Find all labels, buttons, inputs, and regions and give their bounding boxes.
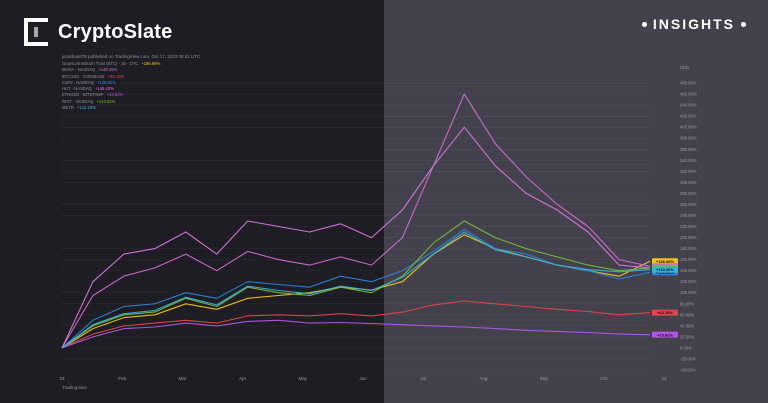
svg-text:+64.15%: +64.15%: [657, 310, 673, 315]
legend-entry: COIN · NASDAQ +136.96%: [62, 80, 160, 86]
legend-entry-value: +23.62%: [106, 92, 124, 98]
x-tick-label: Sep: [540, 376, 549, 381]
x-tick-label: Oct: [600, 376, 608, 381]
legend-entry: BTCUSD · COINBASE +64.15%: [62, 74, 160, 80]
y-tick-label: 40.00%: [680, 323, 694, 328]
y-tick-label: 380.00%: [680, 136, 697, 141]
legend-entry-value: +145.43%: [94, 86, 114, 92]
legend-entry-name: MARA · NASDAQ: [62, 67, 96, 73]
right-panel: [384, 0, 768, 403]
y-tick-label: 480.00%: [680, 81, 697, 86]
x-tick-label: 23: [59, 376, 65, 381]
y-tick-label: -20.00%: [680, 356, 696, 361]
tradingview-footer: TradingView: [62, 385, 87, 390]
brand-name: CryptoSlate: [58, 20, 173, 43]
x-tick-label: Aug: [479, 376, 488, 381]
series-end-label-2: +64.15%: [652, 309, 678, 316]
x-tick-label: Jun: [359, 376, 367, 381]
svg-text:+23.62%: +23.62%: [657, 332, 673, 337]
legend-entry-name: MSTR: [62, 105, 74, 111]
y-tick-label: 0.00%: [680, 345, 692, 350]
legend-entry: RIOT · NASDAQ +144.62%: [62, 99, 160, 105]
legend-entry-name: Grayscale Bitcoin Trust (BTC) · 15 · OTC: [62, 61, 139, 66]
left-panel: [0, 0, 384, 403]
chart-legend: Grayscale Bitcoin Trust (BTC) · 15 · OTC…: [62, 61, 160, 111]
insights-badge: INSIGHTS: [641, 16, 746, 32]
legend-entry-name: HUT · NASDAQ: [62, 86, 92, 92]
y-tick-label: 400.00%: [680, 125, 697, 130]
y-tick-label: 440.00%: [680, 103, 697, 108]
y-tick-label: 300.00%: [680, 180, 697, 185]
legend-entry-value: +136.96%: [96, 79, 116, 85]
legend-entry: MARA · NASDAQ +148.45%: [62, 67, 160, 73]
x-tick-label: May: [299, 376, 308, 381]
y-tick-label: 140.00%: [680, 268, 697, 273]
x-tick-label: Mar: [179, 376, 187, 381]
y-tick-label: 180.00%: [680, 246, 697, 251]
series-line-7: [61, 231, 651, 349]
legend-entry: MSTR +142.26%: [62, 105, 160, 111]
y-tick-label: 60.00%: [680, 312, 694, 317]
y-tick-label: 280.00%: [680, 191, 697, 196]
y-tick-label: 340.00%: [680, 158, 697, 163]
y-tick-label: 220.00%: [680, 224, 697, 229]
y-tick-label: 20.00%: [680, 334, 694, 339]
y-tick-label: 80.00%: [680, 301, 694, 306]
legend-entry-name: COIN · NASDAQ: [62, 79, 94, 85]
svg-text:+142.26%: +142.26%: [656, 267, 675, 272]
series-line-6: [61, 220, 651, 349]
x-tick-label: 23: [661, 376, 667, 381]
y-tick-label: -40.00%: [680, 368, 696, 373]
y-tick-label: 120.00%: [680, 279, 697, 284]
legend-entry-value: +64.15%: [107, 73, 125, 79]
series-end-label-5: +23.62%: [652, 331, 678, 338]
svg-text:+156.98%: +156.98%: [656, 259, 675, 264]
legend-entry-name: BTCUSD · COINBASE: [62, 73, 105, 79]
series-end-label-0: +156.98%: [652, 258, 678, 265]
x-tick-label: Jul: [420, 376, 426, 381]
legend-entry-value: +142.26%: [76, 105, 96, 111]
series-line-0: [61, 234, 651, 349]
legend-entry: Grayscale Bitcoin Trust (BTC) · 15 · OTC…: [62, 61, 160, 67]
x-tick-label: Feb: [118, 376, 126, 381]
y-tick-label: 460.00%: [680, 92, 697, 97]
dot-right-icon: [741, 21, 746, 27]
publisher-line: jonathan678 published on TradingView.com…: [62, 54, 201, 59]
y-axis-label: USD: [680, 65, 689, 70]
insights-label: INSIGHTS: [652, 16, 735, 32]
series-end-label-7: +142.26%: [652, 266, 678, 273]
y-tick-label: 420.00%: [680, 114, 697, 119]
y-tick-label: 240.00%: [680, 213, 697, 218]
legend-entry: ETHUSD · BITSTAMP +23.62%: [62, 92, 160, 98]
series-line-5: [61, 319, 651, 349]
y-tick-label: 320.00%: [680, 169, 697, 174]
series-line-2: [61, 300, 651, 349]
legend-entry-name: ETHUSD · BITSTAMP: [62, 92, 104, 98]
brand: CryptoSlate: [24, 18, 172, 46]
y-tick-label: 260.00%: [680, 202, 697, 207]
legend-entry: HUT · NASDAQ +145.43%: [62, 86, 160, 92]
series-line-4: [61, 126, 651, 349]
legend-entry-value: +148.45%: [98, 67, 118, 73]
y-tick-label: 360.00%: [680, 147, 697, 152]
x-tick-label: Apr: [239, 376, 247, 381]
y-tick-label: 160.00%: [680, 257, 697, 262]
legend-entry-value: +144.62%: [96, 98, 116, 104]
legend-entry-name: RIOT · NASDAQ: [62, 98, 94, 104]
y-tick-label: 200.00%: [680, 235, 697, 240]
y-tick-label: 100.00%: [680, 290, 697, 295]
series-line-1: [61, 93, 651, 349]
legend-entry-value: +156.98%: [141, 61, 161, 66]
dot-left-icon: [641, 21, 647, 27]
cryptoslate-logo-icon: [24, 18, 48, 46]
